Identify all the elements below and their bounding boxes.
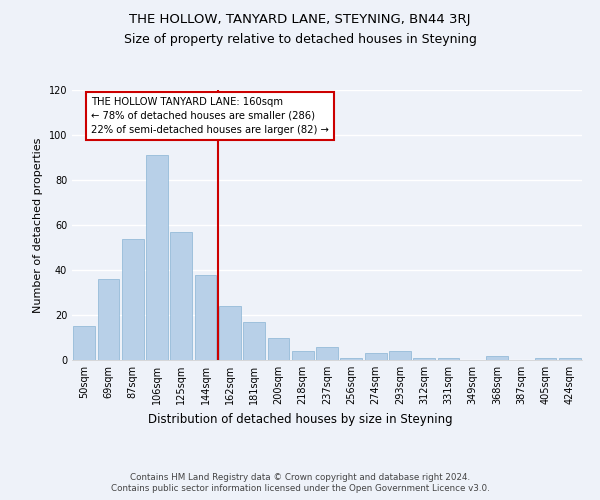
- Bar: [559, 358, 581, 360]
- Bar: [389, 351, 411, 360]
- Y-axis label: Number of detached properties: Number of detached properties: [33, 138, 43, 312]
- Text: Contains HM Land Registry data © Crown copyright and database right 2024.: Contains HM Land Registry data © Crown c…: [130, 472, 470, 482]
- Bar: [413, 358, 435, 360]
- Text: Distribution of detached houses by size in Steyning: Distribution of detached houses by size …: [148, 412, 452, 426]
- Text: THE HOLLOW TANYARD LANE: 160sqm
← 78% of detached houses are smaller (286)
22% o: THE HOLLOW TANYARD LANE: 160sqm ← 78% of…: [91, 97, 329, 134]
- Bar: [340, 358, 362, 360]
- Bar: [486, 356, 508, 360]
- Bar: [146, 155, 168, 360]
- Bar: [122, 238, 143, 360]
- Text: Contains public sector information licensed under the Open Government Licence v3: Contains public sector information licen…: [110, 484, 490, 493]
- Bar: [194, 274, 217, 360]
- Bar: [243, 322, 265, 360]
- Text: THE HOLLOW, TANYARD LANE, STEYNING, BN44 3RJ: THE HOLLOW, TANYARD LANE, STEYNING, BN44…: [129, 12, 471, 26]
- Bar: [97, 279, 119, 360]
- Bar: [292, 351, 314, 360]
- Bar: [73, 326, 95, 360]
- Bar: [316, 346, 338, 360]
- Text: Size of property relative to detached houses in Steyning: Size of property relative to detached ho…: [124, 32, 476, 46]
- Bar: [219, 306, 241, 360]
- Bar: [268, 338, 289, 360]
- Bar: [170, 232, 192, 360]
- Bar: [365, 353, 386, 360]
- Bar: [437, 358, 460, 360]
- Bar: [535, 358, 556, 360]
